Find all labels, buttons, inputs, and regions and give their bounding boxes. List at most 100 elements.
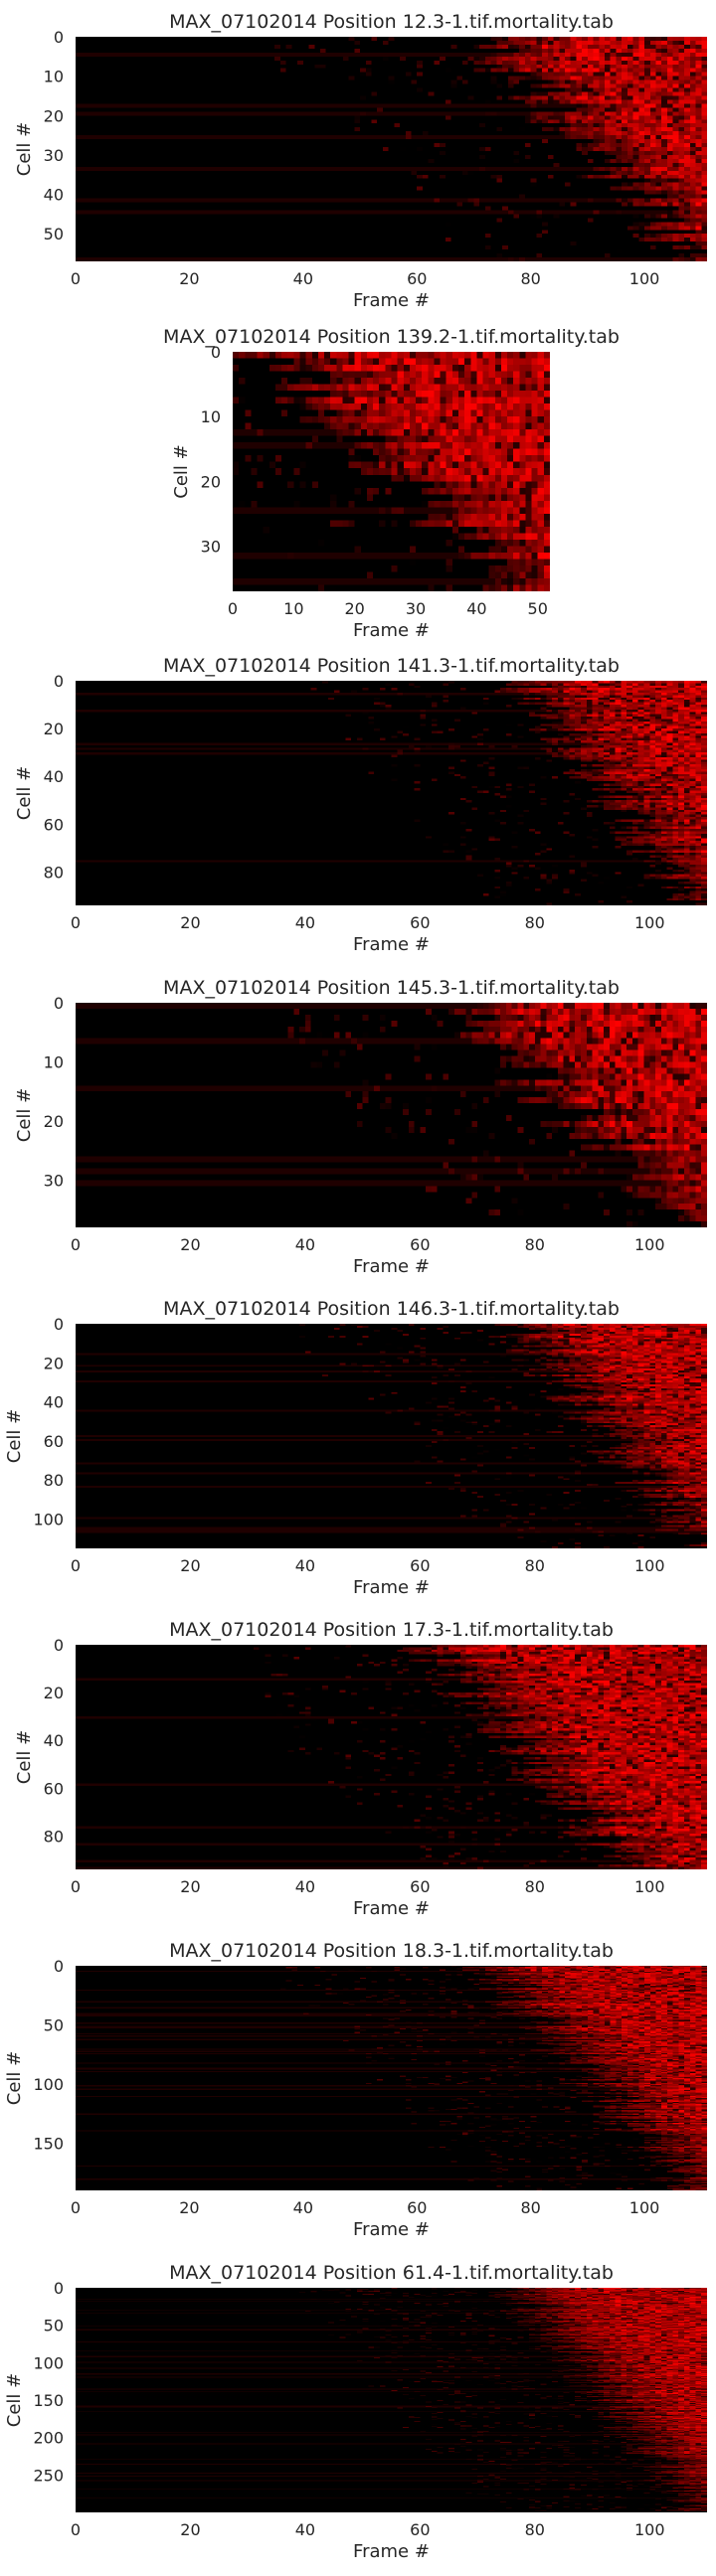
- y-tick-label: 60: [44, 815, 64, 834]
- y-tick-label: 10: [201, 407, 221, 426]
- x-tick-label: 100: [634, 1877, 665, 1896]
- y-axis-label: Cell #: [4, 2051, 25, 2105]
- x-tick-label: 100: [634, 1556, 665, 1575]
- x-tick-label: 20: [180, 2520, 200, 2539]
- x-tick-label: 100: [629, 269, 660, 288]
- x-tick-label: 60: [407, 2198, 427, 2217]
- heatmap-panel: MAX_07102014 Position 18.3-1.tif.mortali…: [4, 1940, 707, 2240]
- y-tick-label: 80: [44, 1471, 64, 1490]
- heatmap-panel: MAX_07102014 Position 61.4-1.tif.mortali…: [4, 2262, 707, 2562]
- y-tick-label: 100: [33, 1511, 64, 1530]
- heatmap-cells: [76, 1966, 707, 2190]
- x-tick-label: 40: [293, 2198, 313, 2217]
- x-axis-label: Frame #: [353, 1898, 430, 1919]
- x-axis-label: Frame #: [353, 620, 430, 641]
- y-tick-label: 50: [44, 2015, 64, 2034]
- chart-title: MAX_07102014 Position 141.3-1.tif.mortal…: [163, 655, 620, 677]
- y-tick-label: 10: [44, 1052, 64, 1071]
- x-tick-label: 30: [406, 599, 426, 618]
- y-tick-label: 150: [33, 2391, 64, 2410]
- chart-title: MAX_07102014 Position 61.4-1.tif.mortali…: [169, 2262, 614, 2284]
- y-tick-label: 60: [44, 1432, 64, 1451]
- chart-title: MAX_07102014 Position 145.3-1.tif.mortal…: [163, 977, 620, 999]
- y-tick-label: 20: [44, 720, 64, 738]
- y-axis-label: Cell #: [14, 766, 35, 820]
- chart-title: MAX_07102014 Position 146.3-1.tif.mortal…: [163, 1298, 620, 1320]
- y-axis-label: Cell #: [4, 2373, 25, 2427]
- chart-title: MAX_07102014 Position 139.2-1.tif.mortal…: [163, 326, 620, 348]
- x-tick-label: 20: [180, 1877, 200, 1896]
- y-tick-label: 0: [54, 28, 64, 47]
- y-axis-label: Cell #: [4, 1409, 25, 1463]
- y-tick-label: 100: [33, 2353, 64, 2372]
- heatmap-cells: [76, 2288, 707, 2512]
- y-tick-label: 20: [44, 1354, 64, 1372]
- x-tick-label: 100: [634, 1235, 665, 1254]
- x-tick-label: 40: [293, 269, 313, 288]
- x-tick-label: 60: [410, 913, 430, 932]
- y-axis-label: Cell #: [14, 1088, 35, 1142]
- y-tick-label: 150: [33, 2134, 64, 2153]
- y-tick-label: 20: [44, 1112, 64, 1131]
- heatmap-cells: [233, 352, 550, 591]
- y-tick-label: 30: [44, 1171, 64, 1190]
- x-tick-label: 50: [528, 599, 548, 618]
- x-tick-label: 40: [295, 1877, 315, 1896]
- y-tick-label: 40: [44, 186, 64, 205]
- x-tick-label: 20: [179, 2198, 199, 2217]
- x-tick-label: 80: [525, 1877, 545, 1896]
- heatmap-panel: MAX_07102014 Position 141.3-1.tif.mortal…: [14, 655, 707, 955]
- x-axis-label: Frame #: [353, 2541, 430, 2562]
- x-tick-label: 40: [295, 2520, 315, 2539]
- x-tick-label: 80: [520, 269, 540, 288]
- y-tick-label: 100: [33, 2075, 64, 2094]
- x-tick-label: 100: [629, 2198, 660, 2217]
- x-tick-label: 20: [179, 269, 199, 288]
- x-tick-label: 20: [345, 599, 365, 618]
- x-tick-label: 0: [71, 269, 81, 288]
- chart-title: MAX_07102014 Position 12.3-1.tif.mortali…: [169, 11, 614, 33]
- y-tick-label: 30: [44, 146, 64, 165]
- heatmap-panel: MAX_07102014 Position 139.2-1.tif.mortal…: [163, 326, 620, 641]
- y-tick-label: 50: [44, 225, 64, 243]
- x-tick-label: 20: [180, 1556, 200, 1575]
- heatmap-panel: MAX_07102014 Position 12.3-1.tif.mortali…: [14, 11, 707, 311]
- x-axis-label: Frame #: [353, 934, 430, 955]
- heatmap-cells: [76, 37, 707, 261]
- x-tick-label: 80: [525, 913, 545, 932]
- heatmap-cells: [76, 1645, 707, 1869]
- y-axis-label: Cell #: [14, 122, 35, 176]
- x-tick-label: 0: [71, 1235, 81, 1254]
- heatmap-cells: [76, 1003, 707, 1227]
- y-tick-label: 0: [54, 1957, 64, 1976]
- y-tick-label: 0: [54, 1636, 64, 1655]
- y-tick-label: 200: [33, 2429, 64, 2448]
- chart-title: MAX_07102014 Position 18.3-1.tif.mortali…: [169, 1940, 614, 1962]
- y-axis-label: Cell #: [171, 444, 192, 498]
- x-axis-label: Frame #: [353, 2219, 430, 2240]
- x-tick-label: 60: [410, 1235, 430, 1254]
- x-tick-label: 80: [520, 2198, 540, 2217]
- x-axis-label: Frame #: [353, 1256, 430, 1277]
- x-tick-label: 20: [180, 913, 200, 932]
- x-tick-label: 0: [71, 2520, 81, 2539]
- x-tick-label: 80: [525, 1235, 545, 1254]
- y-tick-label: 20: [44, 1684, 64, 1702]
- y-axis-label: Cell #: [14, 1730, 35, 1784]
- y-tick-label: 30: [201, 537, 221, 556]
- x-tick-label: 0: [71, 913, 81, 932]
- y-tick-label: 10: [44, 68, 64, 86]
- y-tick-label: 40: [44, 1393, 64, 1412]
- y-tick-label: 0: [54, 672, 64, 691]
- heatmap-cells: [76, 1324, 707, 1548]
- x-tick-label: 100: [634, 913, 665, 932]
- x-tick-label: 100: [634, 2520, 665, 2539]
- y-tick-label: 0: [54, 2279, 64, 2298]
- y-tick-label: 250: [33, 2466, 64, 2485]
- y-tick-label: 80: [44, 1827, 64, 1846]
- x-tick-label: 80: [525, 1556, 545, 1575]
- x-tick-label: 40: [466, 599, 486, 618]
- y-tick-label: 0: [54, 994, 64, 1013]
- x-tick-label: 0: [228, 599, 238, 618]
